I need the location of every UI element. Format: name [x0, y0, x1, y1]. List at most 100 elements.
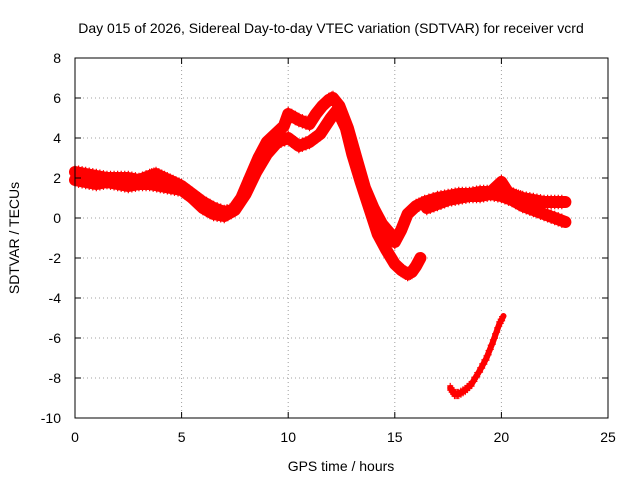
- data-point-marker: [548, 209, 555, 216]
- data-point-marker: [86, 167, 93, 174]
- data-point-marker: [313, 129, 320, 136]
- data-point-marker: [157, 187, 164, 194]
- data-point-marker: [189, 190, 196, 197]
- data-point-marker: [380, 245, 387, 252]
- data-point-marker: [167, 173, 174, 180]
- data-point-marker: [533, 193, 540, 200]
- data-point-marker: [161, 170, 168, 177]
- data-point-marker: [317, 135, 324, 142]
- series-band: [420, 188, 572, 228]
- data-point-marker: [210, 215, 217, 222]
- data-point-marker: [501, 198, 508, 205]
- data-point-marker: [477, 197, 484, 204]
- data-point-marker: [170, 174, 177, 181]
- data-point-marker: [526, 209, 533, 216]
- data-point-marker: [153, 166, 160, 173]
- data-point-marker: [164, 180, 171, 187]
- data-point-marker: [421, 194, 428, 201]
- data-point-marker: [374, 235, 381, 242]
- data-point-marker: [260, 152, 267, 159]
- data-point-marker: [498, 183, 505, 190]
- data-point-marker: [523, 191, 530, 198]
- data-point-marker: [295, 112, 302, 119]
- data-point-marker: [89, 168, 96, 175]
- data-point-marker: [526, 192, 533, 199]
- y-tick-label: -6: [49, 330, 62, 346]
- data-point-marker: [280, 127, 287, 134]
- data-point-marker: [383, 242, 390, 249]
- data-point-marker: [501, 190, 508, 197]
- y-tick-label: 2: [53, 170, 61, 186]
- data-point-marker: [310, 110, 317, 117]
- data-point-marker: [320, 121, 327, 128]
- data-point-marker: [423, 209, 430, 216]
- data-point-marker: [505, 191, 512, 198]
- data-point-marker: [347, 138, 354, 145]
- data-point-marker: [494, 188, 501, 195]
- y-tick-label: 8: [53, 50, 61, 66]
- data-point-marker: [224, 215, 231, 222]
- data-point-marker: [128, 171, 135, 178]
- data-point-marker: [337, 108, 344, 115]
- data-point-marker: [491, 195, 498, 202]
- data-point-marker: [132, 172, 139, 179]
- data-point-marker: [371, 218, 378, 225]
- data-point-marker: [302, 123, 309, 130]
- x-tick-label: 15: [387, 429, 403, 445]
- data-point-marker: [306, 134, 313, 141]
- data-point-marker: [79, 182, 86, 189]
- data-point-marker: [121, 178, 128, 185]
- data-point-marker: [86, 175, 93, 182]
- data-point-marker: [485, 351, 492, 358]
- data-point-marker: [267, 142, 274, 149]
- data-point-marker: [288, 133, 295, 140]
- data-point-marker: [203, 202, 210, 209]
- data-point-marker: [541, 215, 548, 222]
- data-point-marker: [498, 197, 505, 204]
- data-point-marker: [96, 184, 103, 191]
- data-point-marker: [487, 186, 494, 193]
- data-point-marker: [103, 183, 110, 190]
- data-point-marker: [487, 346, 494, 353]
- data-point-marker: [285, 106, 292, 113]
- data-point-marker: [214, 202, 221, 209]
- data-point-marker: [299, 114, 306, 121]
- data-point-marker: [185, 196, 192, 203]
- data-point-marker: [413, 198, 420, 205]
- data-point-marker: [125, 178, 132, 185]
- data-point-marker: [96, 169, 103, 176]
- data-point-marker: [498, 174, 505, 181]
- data-point-marker: [207, 198, 214, 205]
- x-tick-label: 10: [280, 429, 296, 445]
- data-point-marker: [354, 165, 361, 172]
- data-point-marker: [302, 136, 309, 143]
- data-point-marker: [544, 216, 551, 223]
- data-point-marker: [462, 197, 469, 204]
- y-tick-label: 0: [53, 210, 61, 226]
- data-point-marker: [462, 189, 469, 196]
- data-point-marker: [228, 213, 235, 220]
- y-tick-label: -8: [49, 370, 62, 386]
- data-point-marker: [558, 213, 565, 220]
- data-point-marker: [100, 183, 107, 190]
- data-point-marker: [487, 195, 494, 202]
- data-point-marker: [132, 185, 139, 192]
- data-point-marker: [292, 136, 299, 143]
- y-axis-label: SDTVAR / TECUs: [6, 182, 22, 294]
- data-point-marker: [344, 129, 351, 136]
- data-point-marker: [369, 209, 376, 216]
- data-point-marker: [272, 126, 279, 133]
- data-point-marker: [299, 122, 306, 129]
- data-point-marker: [494, 329, 501, 336]
- data-point-marker: [231, 211, 238, 218]
- data-point-marker: [89, 176, 96, 183]
- data-point-marker: [339, 114, 346, 121]
- data-point-marker: [178, 191, 185, 198]
- data-point-marker: [146, 176, 153, 183]
- data-point-marker: [352, 164, 359, 171]
- data-point-marker: [437, 195, 444, 202]
- data-point-marker: [519, 190, 526, 197]
- data-point-marker: [246, 187, 253, 194]
- data-point-marker: [139, 171, 146, 178]
- data-point-marker: [484, 195, 491, 202]
